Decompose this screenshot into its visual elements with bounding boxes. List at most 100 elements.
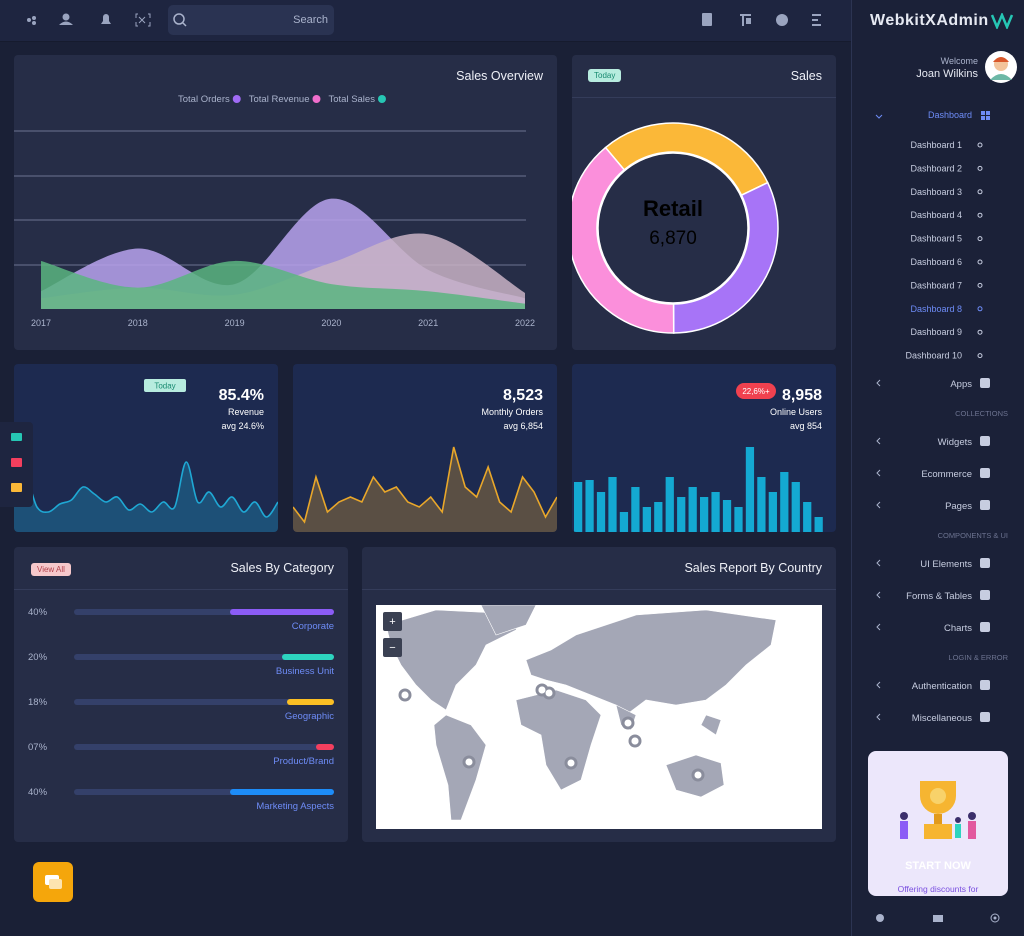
stat-label: Online Users xyxy=(770,407,823,417)
menu-item[interactable]: Dashboard 6 xyxy=(910,257,962,267)
bar xyxy=(631,487,640,532)
sparkline: 8,523 Monthly Orders avg 6,854 xyxy=(293,387,557,532)
bar xyxy=(722,500,732,532)
stat-sub: avg 6,854 xyxy=(503,421,543,431)
view-all-button[interactable]: View All xyxy=(31,563,71,576)
avatar[interactable] xyxy=(984,50,1018,84)
welcome: Welcome xyxy=(940,56,978,66)
bar xyxy=(654,502,663,532)
row-name: Marketing Aspects xyxy=(256,801,334,812)
stat-sub: avg 24.6% xyxy=(221,421,264,431)
nav-item[interactable]: Widgets xyxy=(938,437,973,448)
menu-item[interactable]: Dashboard 1 xyxy=(910,140,962,150)
brand[interactable]: WebkitXAdmin xyxy=(870,12,989,29)
menu-item[interactable]: Dashboard 4 xyxy=(910,210,962,220)
card-title: Sales By Category xyxy=(230,561,334,575)
bar xyxy=(688,487,697,532)
nav-item[interactable]: Pages xyxy=(945,501,972,512)
topbar-actions[interactable] xyxy=(698,10,828,30)
nav-item[interactable]: Charts xyxy=(944,623,972,634)
menu-item[interactable]: Dashboard 8 xyxy=(910,304,962,314)
bar xyxy=(585,480,594,532)
sidebar-footer-icons[interactable] xyxy=(872,910,1012,926)
stat-value: 8,523 xyxy=(503,387,543,404)
chevron xyxy=(876,379,881,387)
promo-text: Offering discounts for xyxy=(897,884,979,894)
tool-icons[interactable] xyxy=(0,422,33,507)
row-name: Business Unit xyxy=(275,666,334,677)
user-name: Joan Wilkins xyxy=(916,68,978,80)
bar xyxy=(734,507,743,532)
sparkline: 85.4% Revenue avg 24.6% Today xyxy=(14,379,278,532)
map-card: Sales Report By Country + − xyxy=(362,547,836,842)
bar xyxy=(711,492,720,532)
nav-item[interactable]: Ecommerce xyxy=(921,469,972,480)
promo-cta[interactable]: START NOW xyxy=(905,860,971,872)
area xyxy=(41,260,525,309)
progress-bar xyxy=(230,789,334,795)
dashboard-menu[interactable]: Dashboard Dashboard 1 Dashboard 2 Dashboar… xyxy=(852,105,1024,365)
topbar: Search xyxy=(0,0,851,42)
menu-item[interactable]: Dashboard 5 xyxy=(910,234,962,244)
chat-button[interactable] xyxy=(33,862,73,902)
nav-item[interactable]: UI Elements xyxy=(920,559,972,570)
world-map[interactable]: + − xyxy=(376,605,822,829)
bar xyxy=(596,492,606,532)
nav-heading: COLLECTIONS xyxy=(955,409,1008,418)
menu-dot xyxy=(977,259,983,265)
menu-dot xyxy=(977,306,983,312)
menu-item[interactable]: Dashboard 2 xyxy=(910,163,962,173)
x-tick-label: 2022 xyxy=(515,318,535,328)
topbar-icons[interactable] xyxy=(20,8,160,32)
line-area xyxy=(14,461,278,532)
bar xyxy=(642,507,651,532)
zoom-out-label[interactable]: − xyxy=(389,642,395,654)
zoom-out[interactable] xyxy=(383,638,402,657)
row-name: Geographic xyxy=(284,711,334,722)
sales-card: Today Sales Retail 6,870 xyxy=(572,55,836,350)
x-tick-label: 2020 xyxy=(321,318,341,328)
side-tools[interactable] xyxy=(0,422,33,507)
search-box[interactable]: Search xyxy=(168,5,334,35)
row-percent: 40% xyxy=(28,787,48,798)
bar xyxy=(677,497,686,532)
bar xyxy=(803,502,812,532)
menu-item[interactable]: Dashboard 3 xyxy=(910,187,962,197)
nav-item[interactable]: Forms & Tables xyxy=(906,591,972,602)
progress-track xyxy=(74,699,334,705)
menu-dot xyxy=(977,189,983,195)
nav-icon xyxy=(980,680,990,690)
badge: Today xyxy=(588,69,622,82)
nav-item[interactable]: Authentication xyxy=(912,681,972,692)
nav-item[interactable]: Miscellaneous xyxy=(912,713,972,724)
sparkline: 8,958 Online Users avg 854 22,6%+ xyxy=(574,383,823,532)
row-percent: 18% xyxy=(28,697,48,708)
line-area xyxy=(293,447,557,532)
menu-item[interactable]: Dashboard 10 xyxy=(905,351,962,361)
progress-track xyxy=(74,744,334,750)
zoom-in-label[interactable]: + xyxy=(389,616,395,628)
menu-item[interactable]: Dashboard 9 xyxy=(910,327,962,337)
chevron xyxy=(876,623,881,631)
menu-dot xyxy=(977,212,983,218)
nav-heading: LOGIN & ERROR xyxy=(948,653,1008,662)
badge xyxy=(736,383,776,399)
bar xyxy=(791,482,800,532)
badge-text: 22,6%+ xyxy=(742,387,770,396)
card-title: Sales Overview xyxy=(456,69,543,83)
progress-track xyxy=(74,789,334,795)
line xyxy=(14,461,278,518)
menu-label[interactable]: Dashboard xyxy=(928,110,972,120)
badge-text: Today xyxy=(594,71,616,80)
menu-dot xyxy=(977,236,983,242)
button-text[interactable]: View All xyxy=(37,565,65,574)
chat-icon[interactable] xyxy=(33,862,73,902)
legend-dot xyxy=(377,95,386,103)
x-tick-label: 2019 xyxy=(225,318,245,328)
nav-menu[interactable]: Apps COLLECTIONS Widgets Ecommerce Pages COMP… xyxy=(852,365,1024,735)
menu-item[interactable]: Dashboard 7 xyxy=(910,280,962,290)
progress-track xyxy=(74,609,334,615)
zoom-in[interactable] xyxy=(383,612,402,631)
nav-item[interactable]: Apps xyxy=(950,379,972,390)
